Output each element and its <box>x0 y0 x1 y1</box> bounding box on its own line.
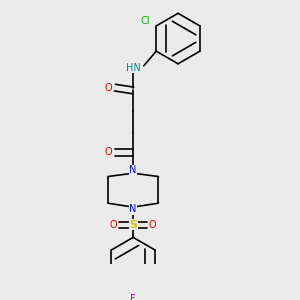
Text: O: O <box>110 220 117 230</box>
Text: Cl: Cl <box>141 16 150 26</box>
Text: O: O <box>105 147 112 157</box>
Text: O: O <box>105 82 112 93</box>
Text: O: O <box>149 220 157 230</box>
Text: N: N <box>130 165 137 176</box>
Text: F: F <box>130 293 136 300</box>
Text: N: N <box>130 204 137 214</box>
Text: S: S <box>129 220 137 230</box>
Text: HN: HN <box>126 63 140 73</box>
